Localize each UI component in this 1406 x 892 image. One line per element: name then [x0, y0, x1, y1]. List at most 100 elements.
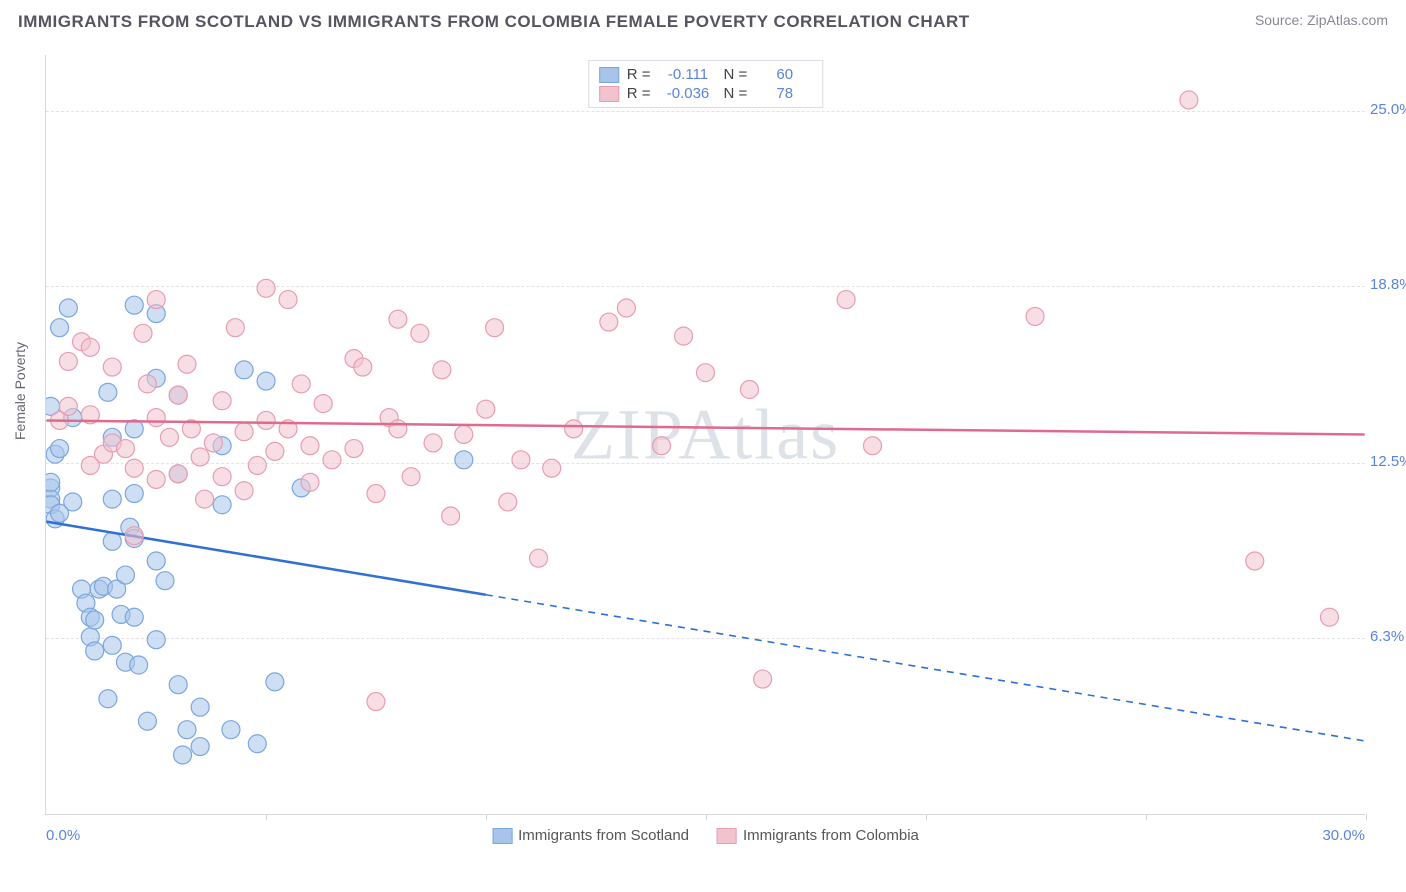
chart-title: IMMIGRANTS FROM SCOTLAND VS IMMIGRANTS F…	[18, 12, 970, 32]
legend-swatch-scotland	[599, 67, 619, 83]
y-axis-label: Female Poverty	[12, 342, 28, 440]
scatter-point	[1320, 608, 1338, 626]
scatter-point	[301, 437, 319, 455]
scatter-point	[178, 355, 196, 373]
scatter-point	[125, 527, 143, 545]
scatter-point	[147, 470, 165, 488]
scatter-point	[1180, 91, 1198, 109]
scatter-point	[59, 299, 77, 317]
scatter-point	[226, 319, 244, 337]
scatter-point	[147, 291, 165, 309]
scatter-point	[156, 572, 174, 590]
scatter-point	[675, 327, 693, 345]
scatter-point	[248, 456, 266, 474]
scatter-point	[103, 358, 121, 376]
scatter-point	[292, 375, 310, 393]
scatter-point	[389, 310, 407, 328]
scatter-point	[266, 673, 284, 691]
scatter-point	[248, 735, 266, 753]
stat-label-n: N =	[724, 66, 748, 83]
x-tick-mark	[1366, 814, 1367, 820]
chart-header: IMMIGRANTS FROM SCOTLAND VS IMMIGRANTS F…	[0, 0, 1406, 36]
scatter-point	[433, 361, 451, 379]
scatter-plot-svg	[46, 55, 1365, 814]
scatter-point	[191, 738, 209, 756]
scatter-point	[301, 473, 319, 491]
scatter-point	[138, 375, 156, 393]
scatter-point	[1026, 307, 1044, 325]
scatter-point	[424, 434, 442, 452]
scatter-point	[51, 440, 69, 458]
scatter-point	[59, 352, 77, 370]
scatter-point	[345, 440, 363, 458]
scatter-point	[51, 319, 69, 337]
x-axis-max-label: 30.0%	[1322, 827, 1365, 844]
legend-stats-row: R = -0.036 N = 78	[599, 84, 813, 103]
scatter-point	[116, 566, 134, 584]
scatter-point	[138, 712, 156, 730]
scatter-point	[235, 361, 253, 379]
legend-label: Immigrants from Colombia	[743, 827, 919, 844]
scatter-point	[174, 746, 192, 764]
scatter-point	[86, 642, 104, 660]
scatter-point	[64, 493, 82, 511]
scatter-point	[103, 636, 121, 654]
scatter-point	[389, 420, 407, 438]
scatter-point	[486, 319, 504, 337]
scatter-point	[279, 291, 297, 309]
legend-item-colombia: Immigrants from Colombia	[717, 827, 919, 844]
scatter-point	[402, 468, 420, 486]
legend-stats: R = -0.111 N = 60 R = -0.036 N = 78	[588, 60, 824, 108]
legend-stats-row: R = -0.111 N = 60	[599, 65, 813, 84]
scatter-point	[235, 482, 253, 500]
legend-item-scotland: Immigrants from Scotland	[492, 827, 689, 844]
scatter-point	[130, 656, 148, 674]
scatter-point	[191, 448, 209, 466]
x-tick-mark	[1146, 814, 1147, 820]
scatter-point	[1246, 552, 1264, 570]
x-tick-mark	[266, 814, 267, 820]
scatter-point	[499, 493, 517, 511]
scatter-point	[266, 442, 284, 460]
scatter-point	[754, 670, 772, 688]
scatter-point	[257, 372, 275, 390]
scatter-point	[103, 490, 121, 508]
y-tick-label: 6.3%	[1370, 628, 1406, 645]
scatter-point	[617, 299, 635, 317]
scatter-point	[235, 423, 253, 441]
scatter-point	[99, 383, 117, 401]
x-tick-mark	[926, 814, 927, 820]
scatter-point	[697, 364, 715, 382]
scatter-point	[147, 552, 165, 570]
stat-n-colombia: 78	[757, 85, 812, 102]
scatter-point	[81, 338, 99, 356]
scatter-point	[477, 400, 495, 418]
stat-label-r: R =	[627, 85, 651, 102]
scatter-point	[59, 397, 77, 415]
scatter-point	[191, 698, 209, 716]
scatter-point	[134, 324, 152, 342]
scatter-point	[103, 532, 121, 550]
scatter-point	[530, 549, 548, 567]
scatter-point	[99, 690, 117, 708]
y-tick-label: 12.5%	[1370, 453, 1406, 470]
chart-source: Source: ZipAtlas.com	[1255, 12, 1388, 28]
scatter-point	[512, 451, 530, 469]
stat-label-r: R =	[627, 66, 651, 83]
scatter-point	[147, 631, 165, 649]
scatter-point	[740, 381, 758, 399]
stat-r-colombia: -0.036	[661, 85, 716, 102]
stat-n-scotland: 60	[757, 66, 812, 83]
scatter-point	[125, 296, 143, 314]
scatter-point	[213, 392, 231, 410]
scatter-point	[147, 409, 165, 427]
scatter-point	[222, 721, 240, 739]
scatter-point	[213, 468, 231, 486]
scatter-point	[257, 279, 275, 297]
scatter-point	[323, 451, 341, 469]
scatter-point	[125, 608, 143, 626]
y-tick-label: 18.8%	[1370, 276, 1406, 293]
scatter-point	[354, 358, 372, 376]
regression-line-dashed	[486, 595, 1365, 741]
scatter-point	[837, 291, 855, 309]
